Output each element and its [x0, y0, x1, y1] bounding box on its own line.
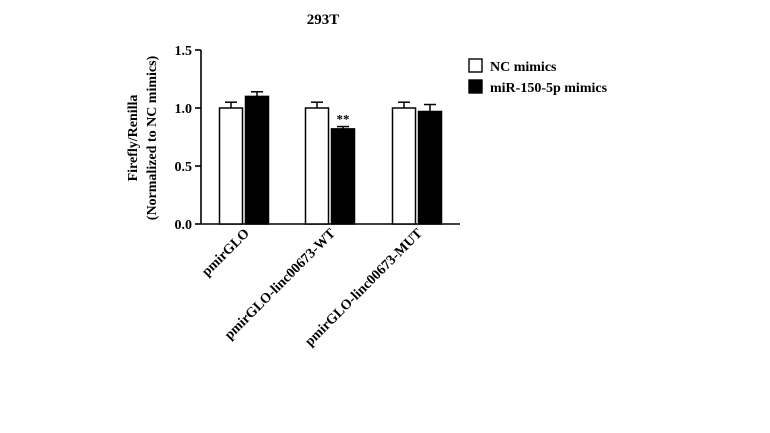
bar-mir-1: [330, 128, 356, 225]
y-axis-label-line2: (Normalized to NC mimics): [145, 55, 160, 220]
y-tick-label: 1.5: [175, 44, 193, 59]
legend-swatch-nc: [468, 58, 483, 73]
y-tick-label: 0.5: [175, 160, 193, 175]
bar-nc-1: [304, 107, 330, 225]
annotations: **: [337, 112, 350, 127]
legend-label-mir: miR-150-5p mimics: [490, 81, 608, 96]
y-axis-label-line1: Firefly/Renilla: [126, 95, 141, 182]
legend-swatch-mir: [468, 79, 483, 94]
x-tick-label: pmirGLO: [199, 226, 253, 280]
bars: [218, 91, 443, 225]
bar-nc-2: [391, 107, 417, 225]
bar-mir-2: [417, 110, 443, 225]
legend-label-nc: NC mimics: [490, 60, 557, 75]
bar-mir-0: [244, 95, 270, 225]
legend: NC mimics miR-150-5p mimics: [468, 58, 608, 96]
chart-title: 293T: [307, 12, 340, 28]
y-ticks: 0.0 0.5 1.0 1.5: [175, 44, 201, 233]
y-axis-label: Firefly/Renilla (Normalized to NC mimics…: [126, 55, 160, 220]
bar-nc-0: [218, 107, 244, 225]
significance-marker: **: [337, 112, 350, 127]
y-tick-label: 1.0: [175, 102, 193, 117]
x-tick-labels: pmirGLOpmirGLO-linc00673-WTpmirGLO-linc0…: [199, 226, 426, 350]
y-tick-label: 0.0: [175, 218, 193, 233]
